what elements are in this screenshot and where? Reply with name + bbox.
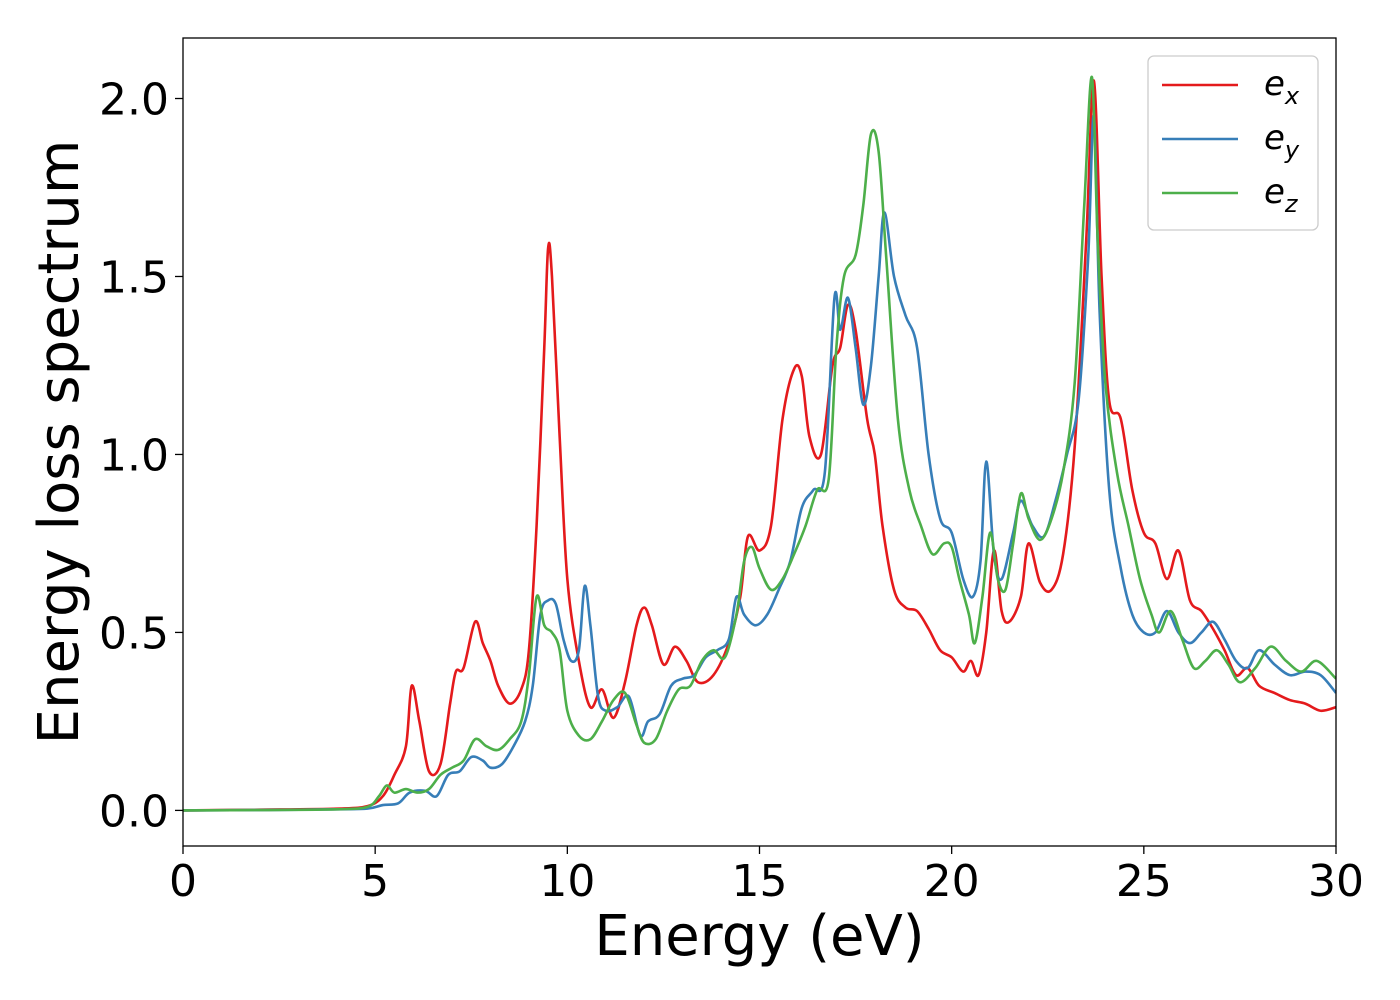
y-tick-label: 1.5 [99, 252, 169, 303]
y-tick-label: 1.0 [99, 430, 169, 481]
y-tick-label: 2.0 [99, 75, 169, 126]
y-axis-title: Energy loss spectrum [27, 140, 92, 745]
x-tick-label: 0 [169, 856, 197, 907]
legend-box [1147, 55, 1319, 231]
series-layer [183, 75, 1336, 812]
series-line-ez [183, 75, 1336, 812]
y-tick-label: 0.5 [99, 608, 169, 659]
x-axis: 0 5 10 15 20 25 30 [169, 846, 1364, 907]
series-line-ey [183, 114, 1336, 812]
x-tick-label: 5 [361, 856, 389, 907]
legend-label-ey: ey [1264, 118, 1300, 164]
x-tick-label: 20 [924, 856, 980, 907]
x-tick-label: 15 [732, 856, 788, 907]
x-tick-label: 10 [539, 856, 595, 907]
series-line-ex [183, 79, 1336, 812]
x-axis-title: Energy (eV) [594, 904, 924, 969]
legend-label-ex: ex [1264, 64, 1300, 110]
x-tick-label: 25 [1116, 856, 1172, 907]
x-tick-label: 30 [1308, 856, 1364, 907]
y-axis: 0.0 0.5 1.0 1.5 2.0 [99, 75, 183, 837]
y-tick-label: 0.0 [99, 786, 169, 837]
